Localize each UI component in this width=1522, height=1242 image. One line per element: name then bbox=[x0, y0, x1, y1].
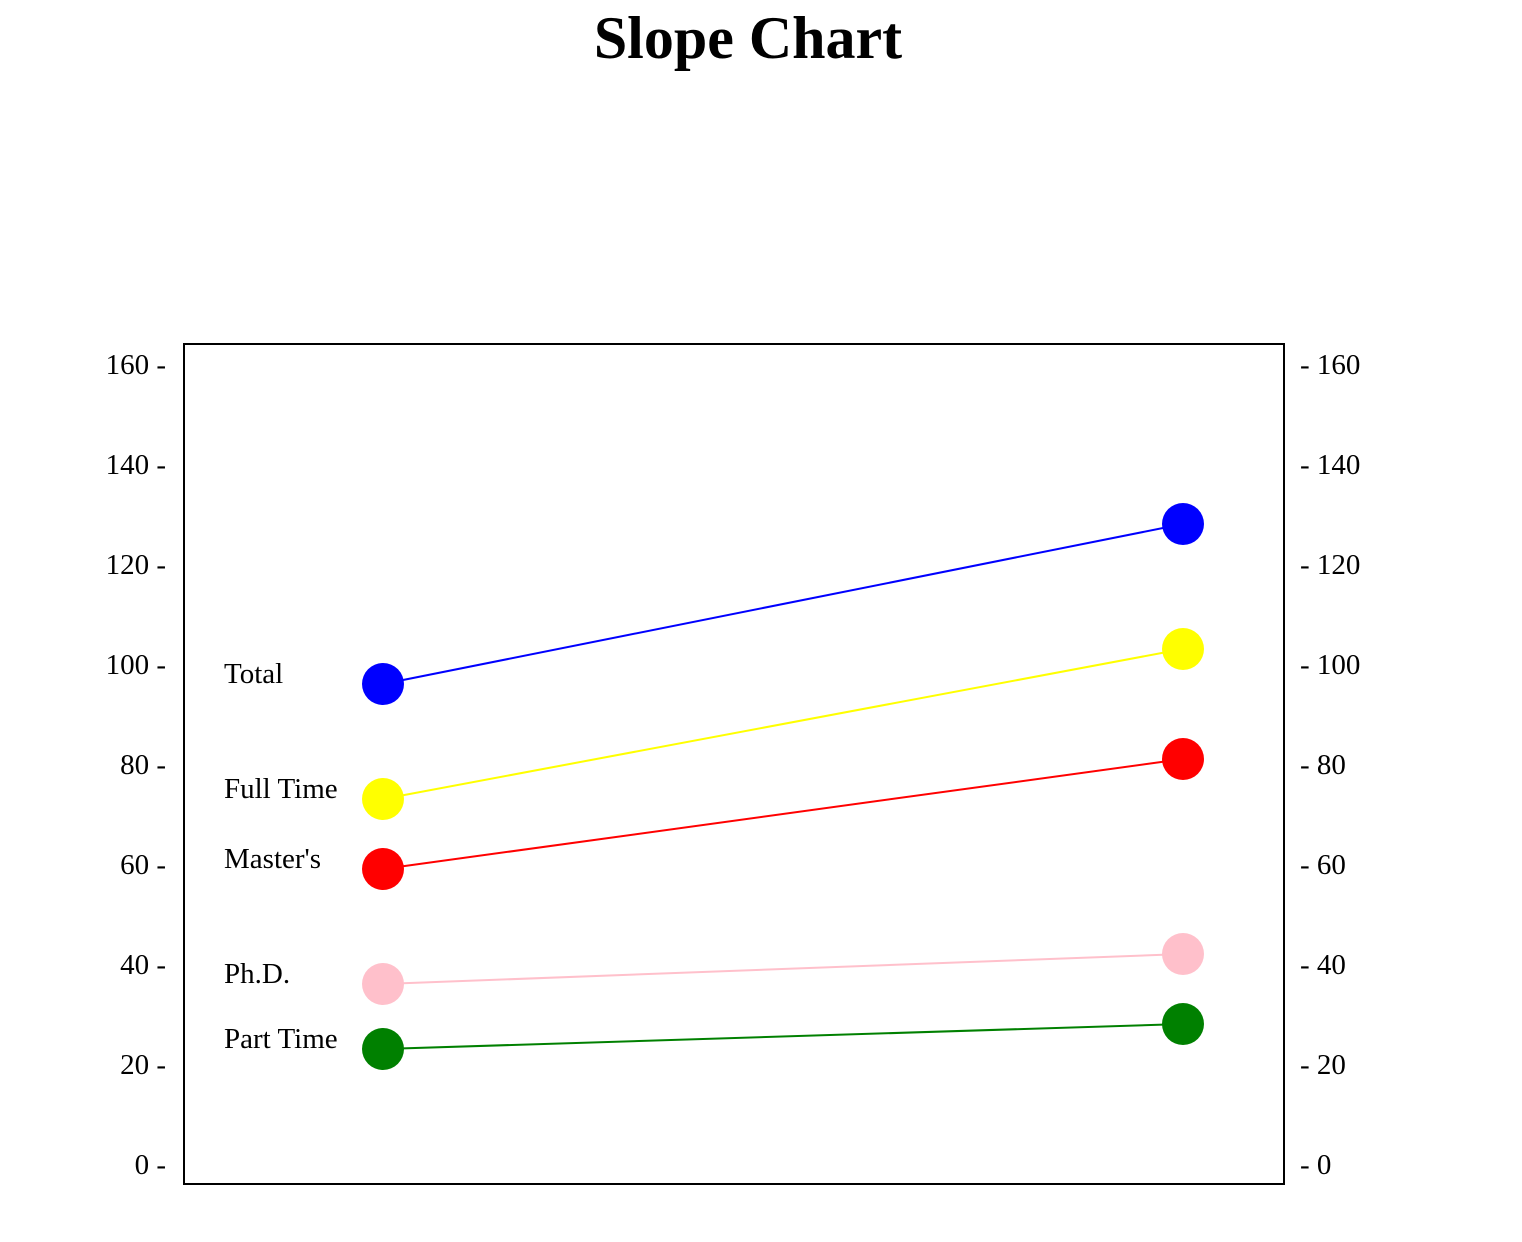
end-point bbox=[1162, 628, 1204, 670]
series-line bbox=[382, 953, 1184, 985]
start-point bbox=[362, 963, 404, 1005]
chart-title: Slope Chart bbox=[593, 5, 903, 71]
end-point bbox=[1162, 1003, 1204, 1045]
start-point bbox=[362, 1028, 404, 1070]
right-tick-label: - 100 bbox=[1300, 649, 1360, 681]
left-tick-label: 0 - bbox=[135, 1149, 166, 1181]
series-label: Ph.D. bbox=[224, 958, 290, 990]
right-tick-label: - 20 bbox=[1300, 1049, 1346, 1081]
right-tick-label: - 60 bbox=[1300, 849, 1346, 881]
series-line bbox=[382, 758, 1184, 870]
series-lines bbox=[382, 523, 1184, 1050]
right-tick-label: - 0 bbox=[1300, 1149, 1331, 1181]
series-line bbox=[382, 1023, 1184, 1050]
right-axis: - 0 - 20 - 40 - 60 - 80 - 100 - 120 - 140 - 160 bbox=[1300, 349, 1360, 1181]
series-label: Full Time bbox=[224, 773, 338, 805]
left-tick-label: 80 - bbox=[120, 749, 166, 781]
start-point bbox=[362, 663, 404, 705]
right-tick-label: - 40 bbox=[1300, 949, 1346, 981]
left-tick-label: 120 - bbox=[106, 549, 166, 581]
series-labels: Total Full Time Master's Ph.D. Part Time bbox=[224, 658, 338, 1055]
series-points bbox=[362, 503, 1204, 1070]
series-label: Part Time bbox=[224, 1023, 338, 1055]
left-tick-label: 20 - bbox=[120, 1049, 166, 1081]
left-tick-label: 160 - bbox=[106, 349, 166, 381]
right-tick-label: - 160 bbox=[1300, 349, 1360, 381]
end-point bbox=[1162, 503, 1204, 545]
series-line bbox=[382, 648, 1184, 800]
series-label: Master's bbox=[224, 843, 321, 875]
start-point bbox=[362, 848, 404, 890]
series-label: Total bbox=[224, 658, 283, 690]
end-point bbox=[1162, 933, 1204, 975]
start-point bbox=[362, 778, 404, 820]
left-tick-label: 40 - bbox=[120, 949, 166, 981]
plot-frame bbox=[183, 343, 1285, 1185]
series-line bbox=[382, 523, 1184, 685]
left-axis: 0 - 20 - 40 - 60 - 80 - 100 - 120 - 140 - 160 - bbox=[106, 349, 166, 1181]
left-tick-label: 100 - bbox=[106, 649, 166, 681]
right-tick-label: - 80 bbox=[1300, 749, 1346, 781]
right-tick-label: - 140 bbox=[1300, 449, 1360, 481]
left-tick-label: 60 - bbox=[120, 849, 166, 881]
end-point bbox=[1162, 738, 1204, 780]
left-tick-label: 140 - bbox=[106, 449, 166, 481]
right-tick-label: - 120 bbox=[1300, 549, 1360, 581]
